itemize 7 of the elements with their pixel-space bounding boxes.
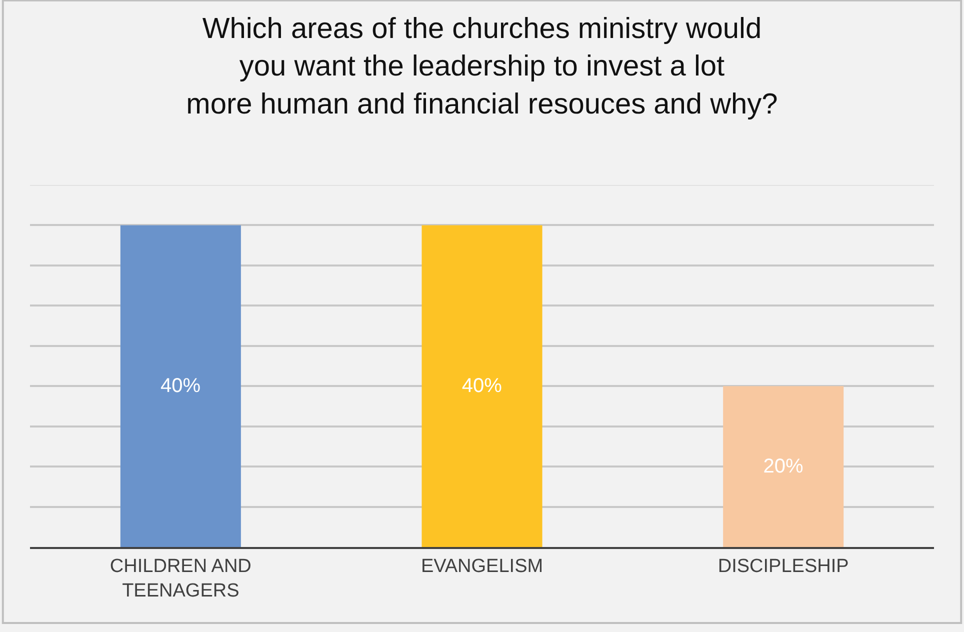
x-tick-label: EVANGELISM <box>420 556 544 577</box>
data-label: 20% <box>763 456 804 478</box>
x-tick-label: CHILDREN AND TEENAGERS <box>110 556 252 602</box>
data-label: 40% <box>462 375 502 398</box>
chart-title: Which areas of the churches ministry would you want the leadership to invest a lot more human and financial resouces and why? <box>186 12 778 120</box>
data-label: 40% <box>160 375 201 398</box>
x-tick-label: DISCIPLESHIP <box>718 556 849 577</box>
